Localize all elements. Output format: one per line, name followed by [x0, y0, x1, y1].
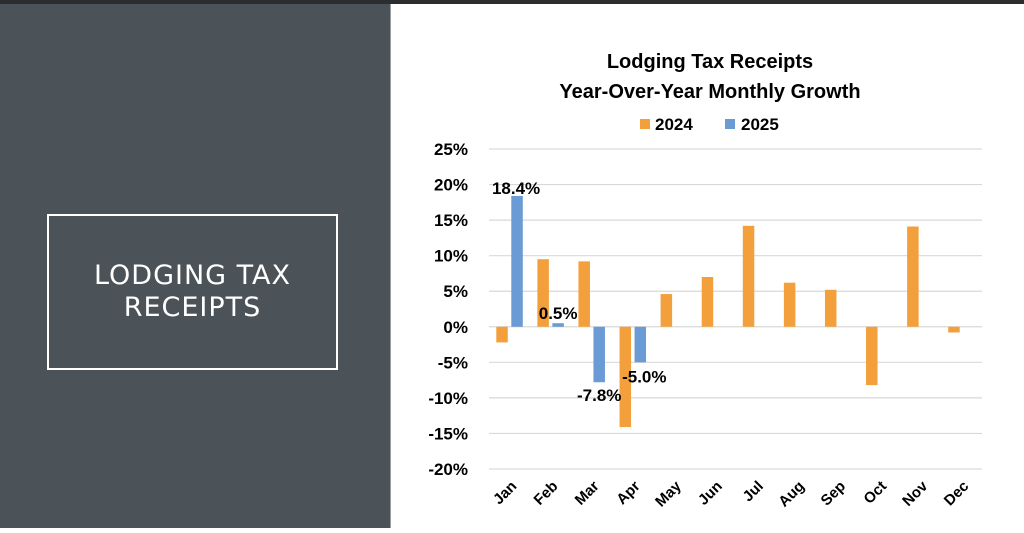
bar-2025-apr [634, 326, 647, 363]
section-title-box: LODGING TAX RECEIPTS [47, 214, 338, 370]
y-tick-label: 25% [434, 140, 468, 159]
y-tick-label: 20% [434, 176, 468, 195]
data-label: 18.4% [492, 179, 540, 198]
x-tick-label: Oct [860, 478, 890, 508]
y-tick-label: -10% [428, 389, 468, 408]
chart-legend: 2024 2025 [640, 115, 779, 134]
bar-2024-jul [742, 225, 755, 327]
y-tick-label: 15% [434, 211, 468, 230]
bar-2024-dec [948, 326, 960, 333]
bar-2024-aug [783, 282, 796, 327]
bar-2025-mar [593, 326, 605, 383]
chart-title: Lodging Tax Receipts [607, 51, 813, 73]
x-tick-label: Jun [695, 478, 726, 509]
y-tick-label: 0% [443, 318, 468, 337]
legend-swatch-2024 [640, 119, 650, 129]
bar-2024-oct [866, 326, 878, 386]
section-title: LODGING TAX RECEIPTS [93, 260, 292, 323]
y-tick-label: -15% [428, 424, 468, 443]
y-tick-label: 10% [434, 247, 468, 266]
bar-2025-jan [511, 195, 523, 327]
legend-label-2025: 2025 [741, 115, 779, 134]
bar-2024-may [660, 294, 673, 327]
section-panel: LODGING TAX RECEIPTS [0, 4, 391, 528]
x-tick-label: Apr [613, 478, 643, 508]
y-tick-label: -5% [438, 353, 468, 372]
y-tick-label: -20% [428, 460, 468, 479]
bar-2024-sep [824, 289, 837, 327]
chart-subtitle: Year-Over-Year Monthly Growth [559, 81, 860, 103]
x-tick-label: Aug [775, 478, 808, 511]
bar-2024-mar [578, 261, 590, 327]
y-axis-ticks: 25% 20% 15% 10% 5% 0% -5% -10% -15% -20% [428, 140, 468, 479]
x-tick-label: Jul [740, 478, 767, 505]
bar-2024-jan [496, 326, 508, 343]
bars [496, 195, 960, 428]
bar-2025-feb [552, 323, 564, 327]
x-tick-label: Mar [572, 478, 603, 509]
x-tick-label: Feb [531, 478, 562, 509]
window-top-edge [0, 0, 1024, 4]
bar-2024-nov [907, 226, 919, 327]
gridlines [489, 148, 982, 470]
chart-area: Lodging Tax Receipts Year-Over-Year Mont… [391, 4, 1024, 528]
x-axis-ticks: Jan Feb Mar Apr May Jun Jul Aug Sep Oct Nov Dec [490, 477, 972, 510]
bar-2024-apr [619, 326, 632, 428]
x-tick-label: May [652, 477, 685, 510]
x-tick-label: Nov [899, 477, 932, 510]
data-label: -7.8% [577, 386, 621, 405]
x-tick-label: Jan [490, 478, 520, 508]
bar-2024-feb [537, 259, 549, 327]
data-label: 0.5% [539, 304, 578, 323]
data-label: -5.0% [622, 367, 666, 386]
x-tick-label: Sep [818, 478, 849, 509]
x-tick-label: Dec [941, 478, 972, 509]
bar-2024-jun [701, 277, 714, 327]
data-labels: 18.4% 0.5% -7.8%-5.0% [492, 179, 667, 405]
legend-swatch-2025 [725, 119, 735, 129]
legend-label-2024: 2024 [655, 115, 693, 134]
y-tick-label: 5% [443, 282, 468, 301]
bar-chart: Lodging Tax Receipts Year-Over-Year Mont… [428, 51, 982, 510]
